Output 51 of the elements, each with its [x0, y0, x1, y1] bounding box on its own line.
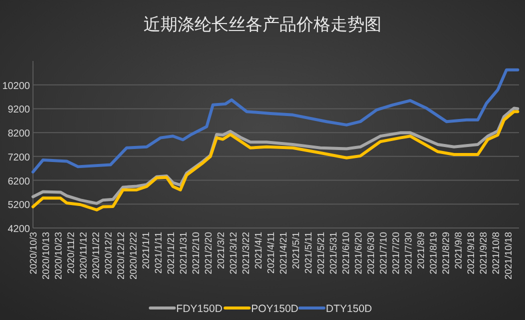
x-tick-label: 2021/8/9: [416, 232, 427, 269]
x-tick-label: 2021/6/10: [340, 232, 352, 274]
x-tick-label: 2020/12/22: [128, 232, 140, 280]
x-tick-label: 2020/11/12: [78, 232, 90, 279]
legend-label: POY150D: [251, 303, 299, 315]
x-tick-label: 2020/12/2: [103, 232, 114, 274]
legend-label: FDY150D: [176, 303, 223, 315]
x-tick-label: 2020/11/22: [90, 232, 102, 279]
x-tick-label: 2021/10/8: [490, 232, 502, 274]
x-tick-label: 2020/10/13: [40, 232, 52, 280]
x-tick-label: 2021/2/10: [190, 232, 202, 274]
y-tick-label: 7200: [8, 152, 30, 164]
x-tick-label: 2021/7/20: [390, 232, 402, 274]
x-tick-label: 2021/8/29: [440, 232, 452, 274]
x-tick-label: 2021/3/2: [216, 232, 227, 269]
x-tick-label: 2021/5/1: [290, 232, 302, 269]
x-tick-label: 2021/1/1: [140, 232, 152, 269]
x-tick-label: 2021/3/12: [228, 232, 240, 274]
y-tick-label: 8200: [8, 128, 30, 140]
x-tick-label: 2021/5/21: [316, 232, 327, 274]
x-tick-label: 2021/9/28: [478, 232, 490, 274]
x-tick-label: 2021/7/30: [403, 232, 414, 274]
x-tick-label: 2020/12/12: [116, 232, 127, 280]
x-tick-label: 2021/2/20: [203, 232, 214, 274]
x-tick-label: 2021/9/8: [453, 232, 464, 269]
x-tick-label: 2021/1/11: [153, 232, 164, 274]
y-tick-label: 6200: [8, 176, 30, 188]
y-tick-label: 10200: [2, 80, 30, 92]
legend-label: DTY150D: [326, 303, 372, 315]
x-tick-label: 2021/5/31: [328, 232, 340, 274]
y-tick-label: 5200: [8, 200, 30, 212]
x-tick-label: 2021/6/20: [353, 232, 364, 274]
x-tick-label: 2021/4/21: [278, 232, 290, 274]
x-tick-label: 2021/4/11: [266, 232, 277, 274]
y-tick-label: 9200: [8, 104, 30, 116]
x-tick-label: 2021/8/19: [428, 232, 440, 274]
x-tick-label: 2021/4/1: [253, 232, 264, 269]
x-tick-label: 2021/9/18: [466, 232, 477, 274]
x-tick-label: 2020/10/3: [28, 232, 40, 274]
line-series: [32, 68, 520, 174]
x-tick-label: 2021/5/11: [303, 232, 314, 274]
x-tick-label: 2020/11/2: [66, 232, 77, 274]
x-tick-label: 2021/1/31: [178, 232, 190, 274]
chart-title: 近期涤纶长丝各产品价格走势图: [144, 15, 382, 34]
x-tick-label: 2021/6/30: [366, 232, 377, 274]
x-tick-label: 2020/10/23: [53, 232, 64, 280]
x-tick-label: 2021/7/10: [378, 232, 390, 274]
y-tick-label: 4200: [8, 224, 30, 235]
x-tick-label: 2021/10/18: [503, 232, 514, 280]
x-tick-label: 2021/3/22: [240, 232, 252, 274]
x-tick-label: 2021/1/21: [166, 232, 177, 274]
